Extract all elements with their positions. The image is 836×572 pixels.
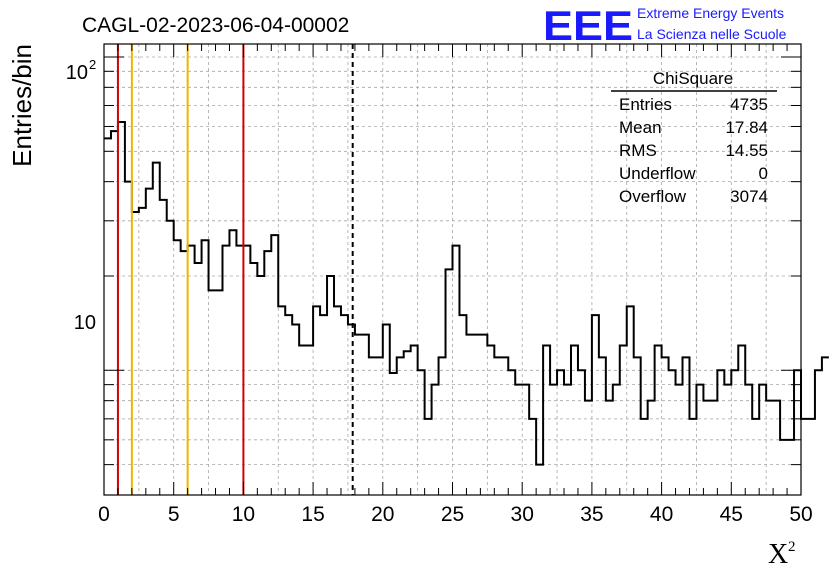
- x-axis-label: X 2: [768, 539, 796, 570]
- x-tick-label: 10: [232, 503, 255, 526]
- x-tick-label: 35: [580, 503, 603, 526]
- stats-value-overflow: 3074: [730, 187, 768, 206]
- stats-value-underflow: 0: [759, 164, 768, 183]
- x-axis-label-base: X: [768, 539, 788, 570]
- stats-value-entries: 4735: [730, 95, 768, 114]
- stats-value-mean: 17.84: [725, 118, 768, 137]
- stats-label-rms: RMS: [619, 141, 657, 160]
- x-tick-label: 40: [650, 503, 673, 526]
- reference-lines: [116, 44, 354, 495]
- y-tick-label-10: 10: [74, 312, 96, 334]
- eee-logo-line2: La Scienza nelle Scuole: [637, 26, 787, 42]
- y-tick-label-100: 10: [66, 62, 88, 84]
- eee-logo-line1: Extreme Energy Events: [637, 5, 784, 21]
- axis-ticks: [103, 44, 802, 495]
- x-tick-labels: 0 5 10 15 20 25 30 35 40 45 50: [98, 503, 813, 526]
- eee-logo: EEE Extreme Energy Events La Scienza nel…: [543, 2, 787, 49]
- x-tick-label: 20: [371, 503, 394, 526]
- x-tick-label: 5: [168, 503, 180, 526]
- histogram-series: [104, 121, 829, 466]
- chart-title: CAGL-02-2023-06-04-00002: [82, 14, 349, 37]
- stats-value-rms: 14.55: [725, 141, 768, 160]
- x-tick-label: 25: [441, 503, 464, 526]
- stats-label-mean: Mean: [619, 118, 662, 137]
- stats-label-overflow: Overflow: [619, 187, 687, 206]
- y-tick-label-100-exponent: 2: [89, 57, 96, 72]
- eee-logo-mark: EEE: [543, 2, 633, 49]
- stats-box: ChiSquare Entries 4735 Mean 17.84 RMS 14…: [611, 69, 777, 206]
- x-tick-label: 50: [789, 503, 812, 526]
- x-tick-label: 30: [511, 503, 534, 526]
- stats-title: ChiSquare: [653, 69, 733, 88]
- stats-label-entries: Entries: [619, 95, 672, 114]
- x-tick-label: 45: [720, 503, 743, 526]
- x-axis-label-exponent: 2: [788, 539, 796, 555]
- stats-label-underflow: Underflow: [619, 164, 696, 183]
- x-tick-label: 15: [301, 503, 324, 526]
- x-tick-label: 0: [98, 503, 110, 526]
- y-axis-label: Entries/bin: [7, 44, 37, 167]
- y-tick-labels: 10 10 2: [66, 57, 96, 334]
